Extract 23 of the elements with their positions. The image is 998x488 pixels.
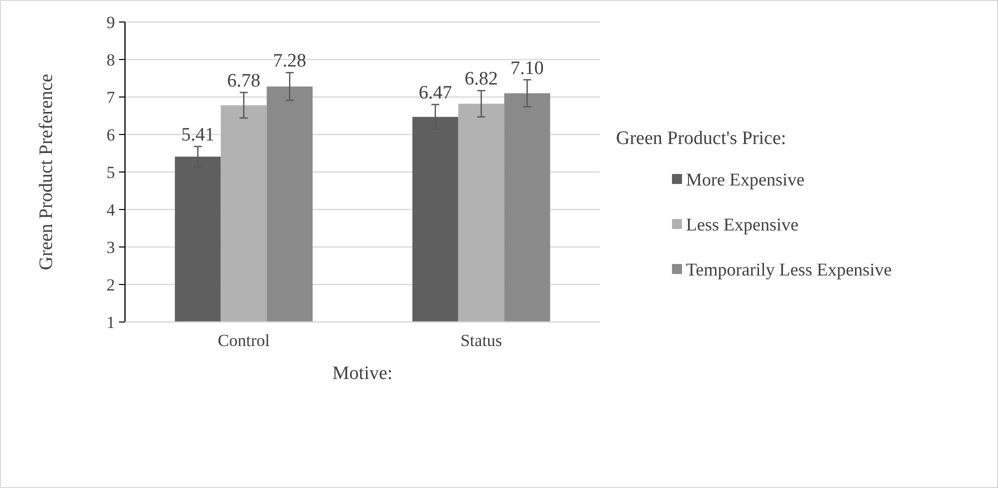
x-axis-title: Motive: [332, 363, 393, 384]
y-tick-label: 1 [106, 312, 115, 332]
legend-label: Temporarily Less Expensive [686, 259, 892, 280]
data-label: 6.82 [464, 68, 498, 90]
y-tick-label: 3 [106, 238, 115, 257]
data-label: 6.47 [418, 82, 452, 104]
y-tick-label: 2 [106, 275, 115, 294]
y-tick-label: 7 [106, 88, 116, 107]
y-tick-label: 9 [106, 12, 115, 32]
x-tick-label: Control [218, 331, 270, 350]
legend-title: Green Product's Price: [616, 128, 786, 149]
legend-label: Less Expensive [686, 214, 798, 234]
y-tick-label: 8 [106, 50, 115, 70]
y-axis-title: Green Product Preference [36, 74, 57, 270]
data-label: 5.41 [181, 124, 214, 146]
data-label: 7.28 [273, 50, 306, 72]
y-tick-label: 4 [106, 200, 116, 220]
data-label: 6.78 [227, 70, 260, 92]
x-tick-label: Status [460, 331, 502, 350]
data-label: 7.10 [510, 58, 544, 79]
y-tick-label: 6 [106, 125, 115, 144]
legend-label: More Expensive [686, 169, 804, 190]
y-tick-label: 5 [106, 162, 115, 182]
